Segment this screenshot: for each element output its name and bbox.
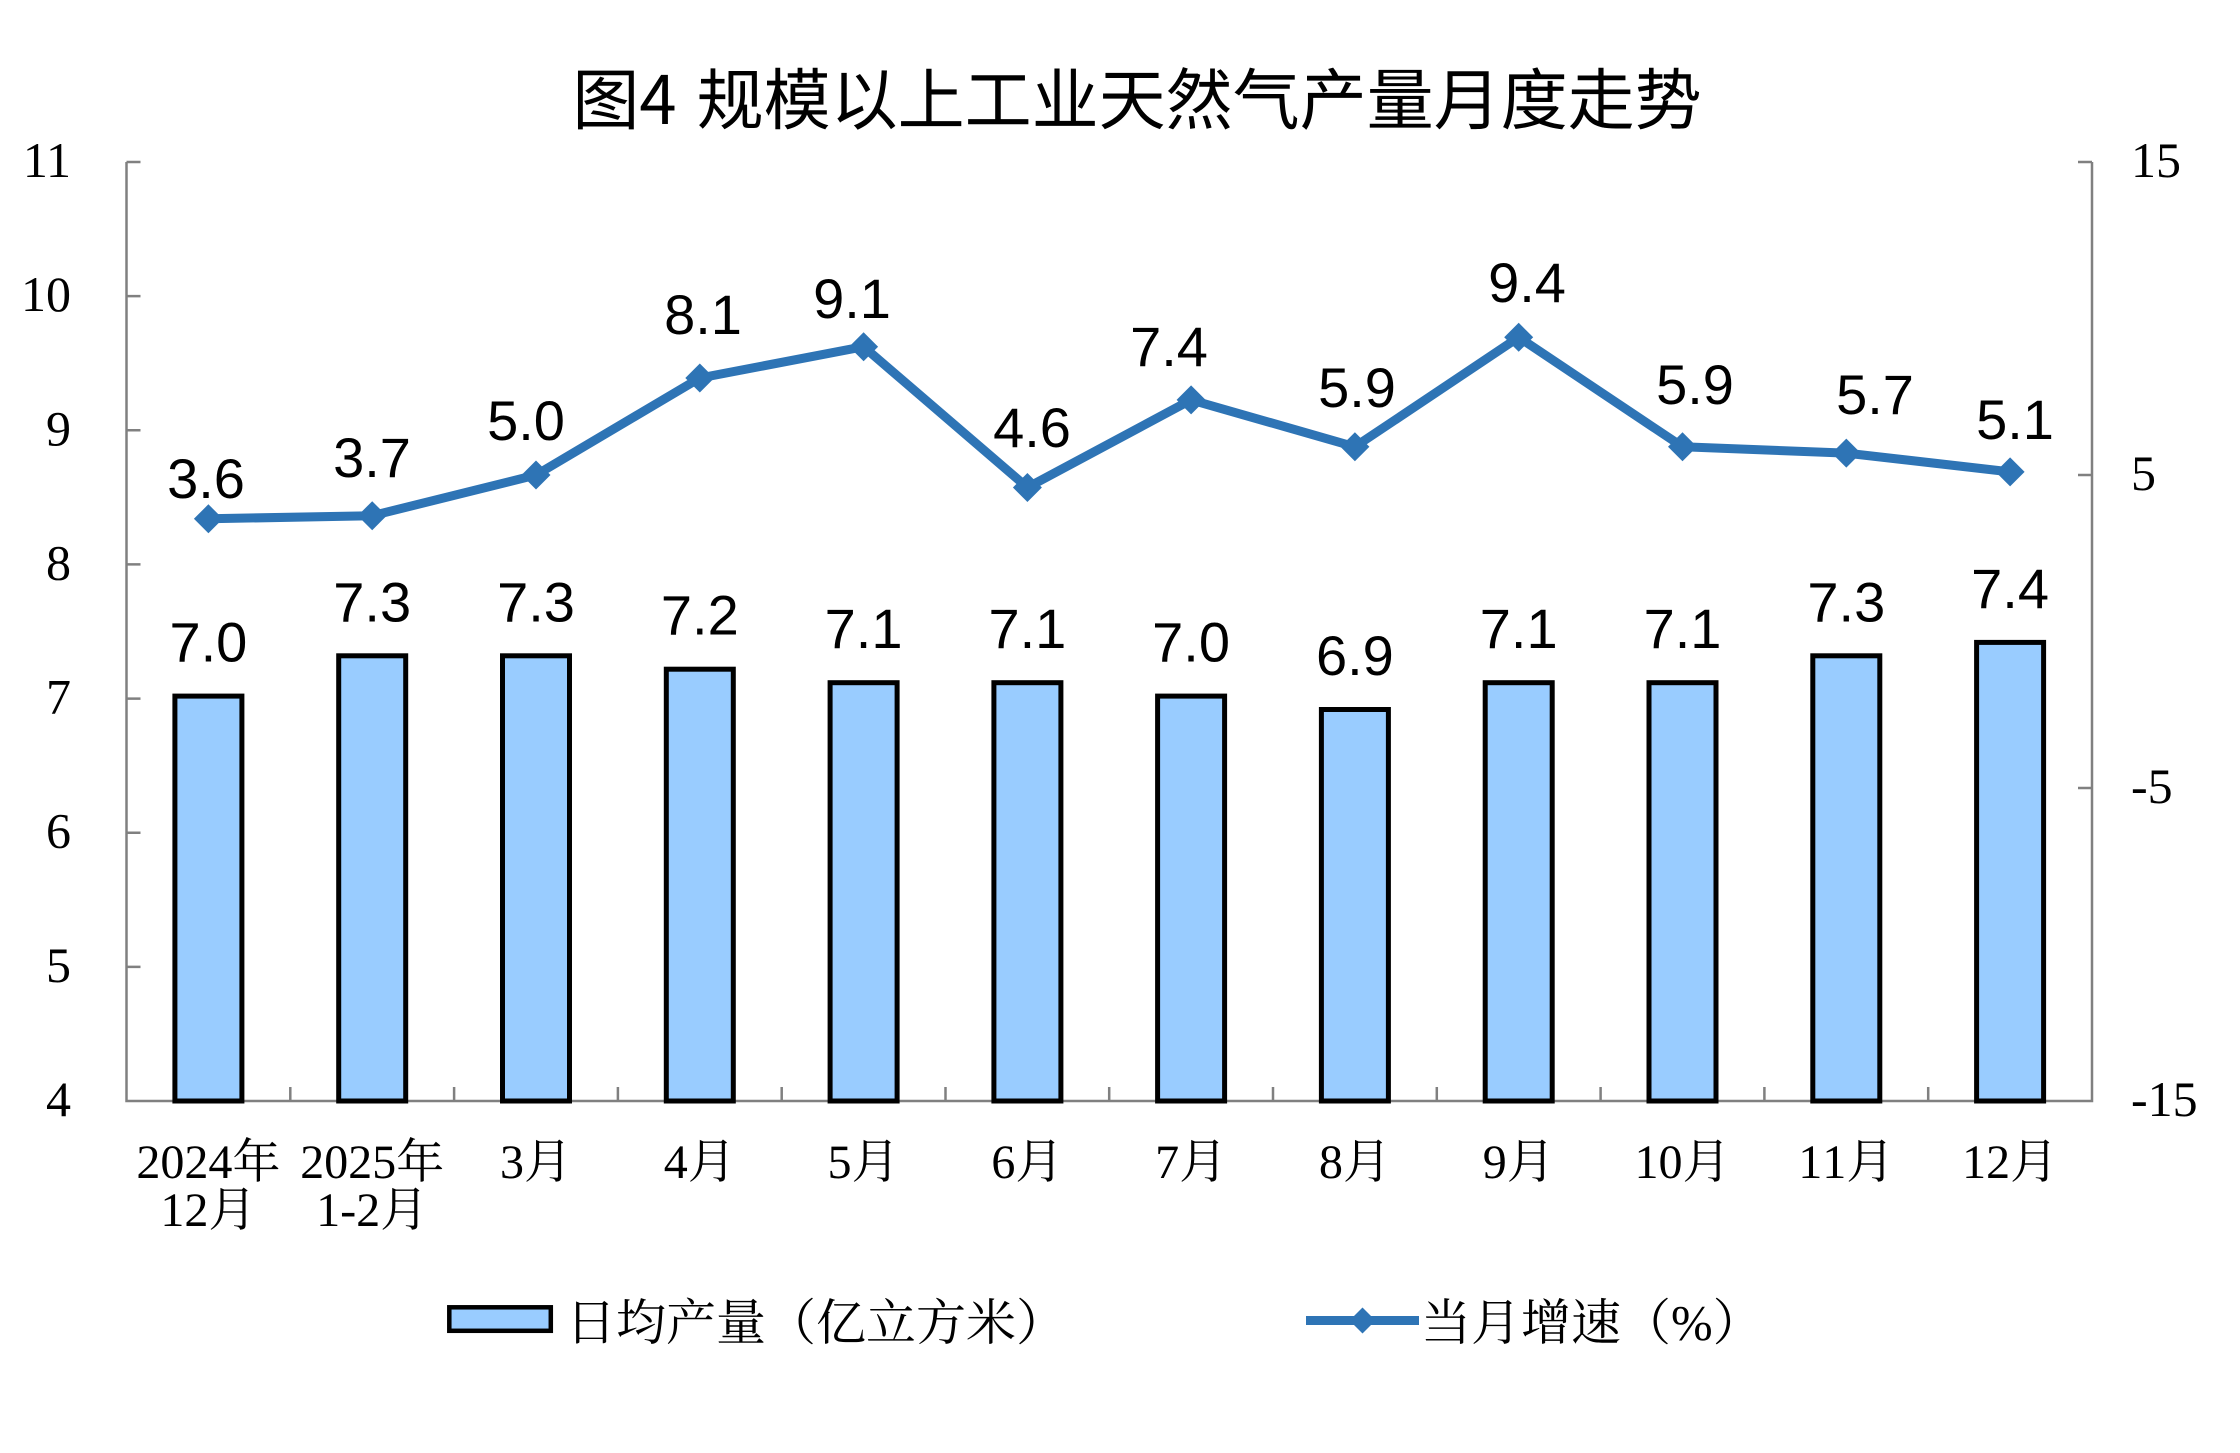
svg-text:7.2: 7.2 <box>661 584 739 647</box>
svg-text:7.0: 7.0 <box>1152 611 1230 674</box>
svg-text:9: 9 <box>46 400 71 456</box>
svg-text:6.9: 6.9 <box>1316 624 1394 687</box>
svg-text:7.1: 7.1 <box>1644 597 1722 660</box>
svg-text:5.9: 5.9 <box>1318 356 1396 419</box>
svg-text:5.9: 5.9 <box>1656 353 1734 416</box>
svg-text:6: 6 <box>46 803 71 859</box>
svg-text:7.0: 7.0 <box>169 611 247 674</box>
svg-text:9.4: 9.4 <box>1488 251 1566 314</box>
svg-text:7.1: 7.1 <box>988 597 1066 660</box>
svg-text:5: 5 <box>46 937 71 993</box>
svg-text:7.4: 7.4 <box>1130 315 1208 378</box>
svg-text:15: 15 <box>2131 132 2181 188</box>
svg-text:5.0: 5.0 <box>487 389 565 452</box>
svg-text:4.6: 4.6 <box>993 396 1071 459</box>
svg-text:4: 4 <box>46 1071 71 1127</box>
svg-text:10: 10 <box>21 266 71 322</box>
svg-text:7.1: 7.1 <box>825 597 903 660</box>
svg-text:5.1: 5.1 <box>1976 388 2054 451</box>
svg-text:9.1: 9.1 <box>813 267 891 330</box>
svg-text:-5: -5 <box>2131 758 2173 814</box>
svg-text:7.3: 7.3 <box>497 570 575 633</box>
svg-text:8: 8 <box>46 534 71 590</box>
svg-text:11: 11 <box>23 132 71 188</box>
svg-text:-15: -15 <box>2131 1071 2198 1127</box>
svg-text:3.6: 3.6 <box>167 447 245 510</box>
svg-text:8.1: 8.1 <box>664 283 742 346</box>
svg-text:5: 5 <box>2131 445 2156 501</box>
svg-text:3.7: 3.7 <box>333 426 411 489</box>
svg-text:7: 7 <box>46 669 71 725</box>
svg-text:7.3: 7.3 <box>1807 570 1885 633</box>
svg-text:7.3: 7.3 <box>333 570 411 633</box>
svg-text:7.1: 7.1 <box>1480 597 1558 660</box>
svg-text:7.4: 7.4 <box>1971 557 2049 620</box>
svg-text:5.7: 5.7 <box>1836 363 1914 426</box>
